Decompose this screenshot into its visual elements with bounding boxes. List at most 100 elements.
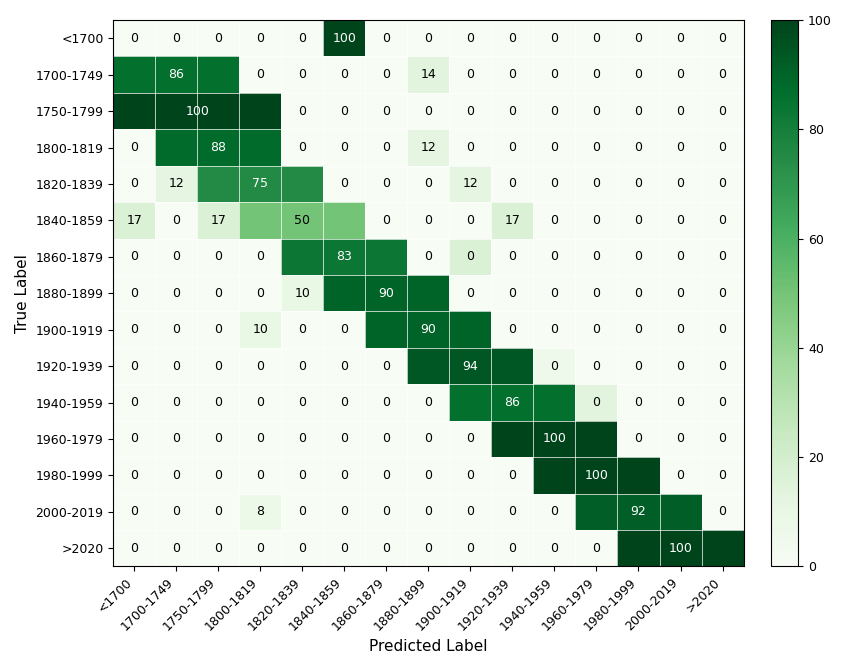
Text: 0: 0 <box>467 141 474 154</box>
Bar <box>240 275 281 312</box>
X-axis label: Predicted Label: Predicted Label <box>369 639 488 654</box>
Text: 0: 0 <box>634 214 643 227</box>
Bar <box>575 202 617 239</box>
Bar <box>324 166 365 202</box>
Text: 0: 0 <box>718 359 727 373</box>
Text: 75: 75 <box>252 177 268 191</box>
Text: 0: 0 <box>508 141 517 154</box>
Bar <box>240 239 281 275</box>
Bar <box>324 530 365 567</box>
Bar <box>701 348 744 384</box>
Text: 0: 0 <box>382 359 390 373</box>
Bar <box>365 166 407 202</box>
Bar <box>491 275 534 312</box>
Text: 90: 90 <box>379 287 395 300</box>
Text: 0: 0 <box>551 287 558 300</box>
Bar <box>491 20 534 56</box>
Bar <box>197 348 240 384</box>
Text: 0: 0 <box>424 177 433 191</box>
Bar <box>240 348 281 384</box>
Text: 0: 0 <box>214 432 222 446</box>
Text: 0: 0 <box>634 432 643 446</box>
Bar <box>534 494 575 530</box>
Bar <box>575 494 617 530</box>
Bar <box>113 421 155 457</box>
Text: 0: 0 <box>677 396 684 409</box>
Bar <box>240 20 281 56</box>
Text: 0: 0 <box>677 359 684 373</box>
Bar <box>365 530 407 567</box>
Text: 0: 0 <box>677 469 684 482</box>
Bar <box>365 202 407 239</box>
Bar <box>660 457 701 494</box>
Text: 0: 0 <box>340 359 348 373</box>
Text: 0: 0 <box>130 396 138 409</box>
Bar <box>155 239 197 275</box>
Text: 0: 0 <box>298 359 307 373</box>
Bar <box>701 93 744 129</box>
Bar <box>324 20 365 56</box>
Bar <box>575 312 617 348</box>
Bar <box>575 20 617 56</box>
Bar <box>324 494 365 530</box>
Text: 12: 12 <box>169 177 184 191</box>
Bar <box>113 239 155 275</box>
Text: 0: 0 <box>718 505 727 518</box>
Bar <box>491 239 534 275</box>
Text: 0: 0 <box>551 542 558 555</box>
Bar <box>197 530 240 567</box>
Bar <box>365 56 407 93</box>
Text: 0: 0 <box>508 287 517 300</box>
Text: 0: 0 <box>298 469 307 482</box>
Text: 0: 0 <box>677 177 684 191</box>
Bar <box>575 56 617 93</box>
Bar <box>113 275 155 312</box>
Bar <box>197 166 240 202</box>
Text: 0: 0 <box>508 505 517 518</box>
Bar <box>701 239 744 275</box>
Text: 0: 0 <box>593 104 601 118</box>
Bar <box>113 93 155 129</box>
Bar <box>113 384 155 421</box>
Text: 0: 0 <box>298 104 307 118</box>
Text: 10: 10 <box>295 287 310 300</box>
Text: 0: 0 <box>214 31 222 45</box>
Bar <box>281 56 324 93</box>
Bar <box>197 129 240 166</box>
Text: 0: 0 <box>424 31 433 45</box>
Bar <box>281 202 324 239</box>
Bar <box>575 530 617 567</box>
Text: 17: 17 <box>126 214 142 227</box>
Bar <box>281 348 324 384</box>
Text: 0: 0 <box>718 141 727 154</box>
Bar <box>617 530 660 567</box>
Text: 0: 0 <box>130 469 138 482</box>
Text: 0: 0 <box>257 359 264 373</box>
Bar <box>534 348 575 384</box>
Text: 0: 0 <box>467 287 474 300</box>
Text: 86: 86 <box>505 396 520 409</box>
Text: 10: 10 <box>252 323 268 336</box>
Text: 0: 0 <box>382 68 390 81</box>
Bar <box>491 312 534 348</box>
Bar <box>155 457 197 494</box>
Text: 0: 0 <box>634 250 643 264</box>
Text: 100: 100 <box>668 542 693 555</box>
Bar <box>240 530 281 567</box>
Text: 0: 0 <box>257 250 264 264</box>
Bar <box>113 56 240 93</box>
Bar <box>240 202 365 239</box>
Bar <box>324 275 450 312</box>
Text: 0: 0 <box>257 31 264 45</box>
Bar <box>534 166 575 202</box>
Text: 0: 0 <box>340 177 348 191</box>
Bar <box>575 384 617 421</box>
Bar <box>617 275 660 312</box>
Text: 0: 0 <box>257 287 264 300</box>
Bar <box>113 166 155 202</box>
Bar <box>324 348 365 384</box>
Text: 0: 0 <box>298 432 307 446</box>
Bar <box>155 56 197 93</box>
Text: 0: 0 <box>214 323 222 336</box>
Bar <box>197 421 240 457</box>
